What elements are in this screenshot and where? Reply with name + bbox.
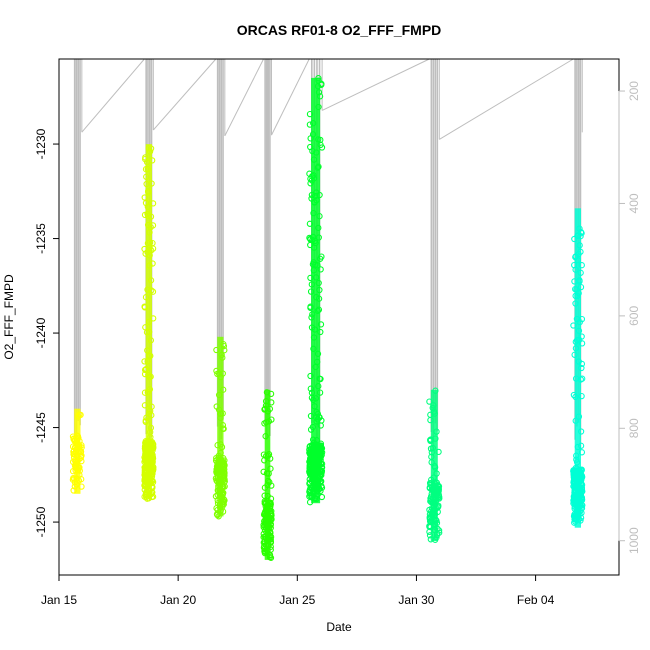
point-band xyxy=(217,336,224,517)
plot-frame xyxy=(58,58,620,576)
y-tick-label: -1245 xyxy=(34,412,48,443)
trace-connector xyxy=(224,58,264,137)
chart-title: ORCAS RF01-8 O2_FFF_FMPD xyxy=(237,22,442,38)
y2-tick-label: 400 xyxy=(627,193,641,213)
x-tick-label: Feb 04 xyxy=(517,593,555,607)
point-band xyxy=(74,408,81,494)
point-band xyxy=(574,208,581,528)
series-points xyxy=(141,144,157,502)
y-axis: -1250 -1245 -1240 -1235 -1230 xyxy=(34,128,60,537)
y2-tick-label: 1000 xyxy=(627,527,641,554)
point-band xyxy=(264,389,271,560)
point-band xyxy=(145,144,152,500)
data-points xyxy=(69,75,586,561)
y2-tick-label: 600 xyxy=(627,306,641,326)
trace-connector xyxy=(81,58,145,133)
trace-connector xyxy=(152,58,217,131)
y2-tick-label: 200 xyxy=(627,81,641,101)
y-tick-label: -1250 xyxy=(34,506,48,537)
trace-connector xyxy=(439,58,574,140)
point-band xyxy=(430,389,438,541)
y-axis-label: O2_FFF_FMPD xyxy=(2,274,16,360)
x-tick-label: Jan 15 xyxy=(41,593,77,607)
series-points xyxy=(306,75,326,506)
point-band xyxy=(311,77,321,504)
series-points xyxy=(260,389,275,561)
series-points xyxy=(426,387,443,543)
y-tick-label: -1230 xyxy=(34,128,48,159)
x-tick-label: Jan 30 xyxy=(398,593,434,607)
series-points xyxy=(570,208,586,528)
x-tick-label: Jan 25 xyxy=(279,593,315,607)
trace-connector xyxy=(271,58,310,136)
y2-tick-label: 800 xyxy=(627,418,641,438)
series-points xyxy=(212,336,228,520)
series-points xyxy=(69,408,85,494)
x-tick-label: Jan 20 xyxy=(160,593,196,607)
y-tick-label: -1235 xyxy=(34,223,48,254)
y2-axis: 200 400 600 800 1000 xyxy=(618,81,641,554)
x-axis-label: Date xyxy=(326,620,352,634)
x-axis: Jan 15 Jan 20 Jan 25 Jan 30 Feb 04 xyxy=(41,574,555,607)
y-tick-label: -1240 xyxy=(34,317,48,348)
trace-connector xyxy=(321,58,430,111)
